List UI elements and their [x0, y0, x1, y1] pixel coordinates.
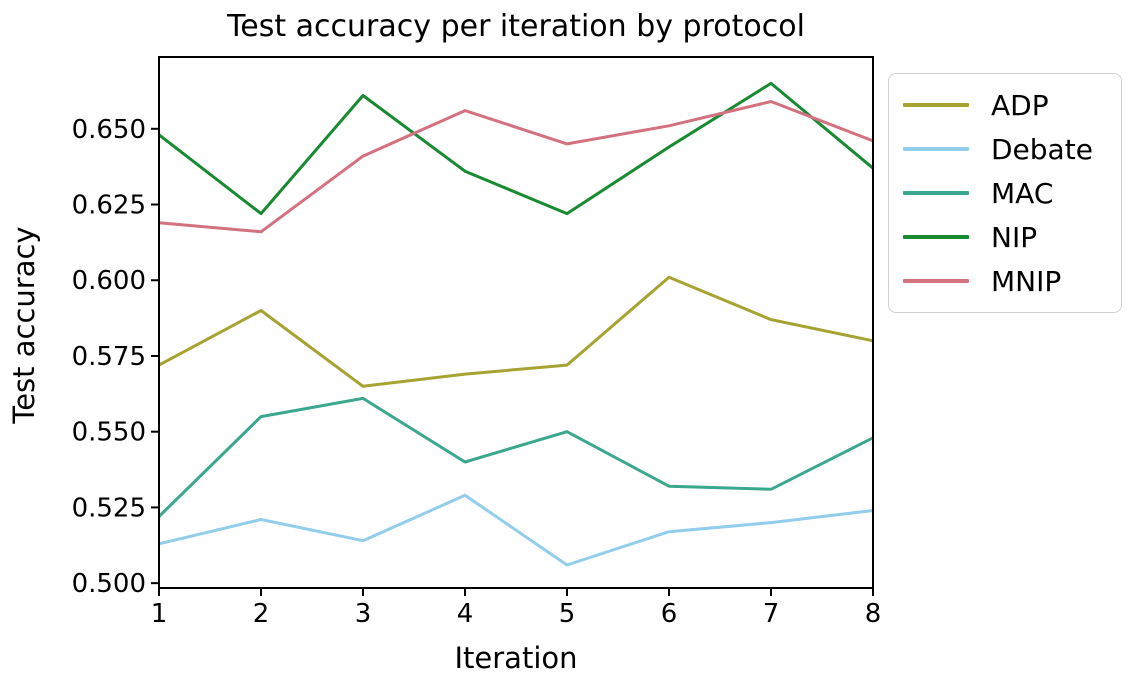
legend: ADP Debate MAC NIP MNIP: [888, 73, 1122, 313]
legend-label: NIP: [991, 220, 1038, 254]
y-tick-label: 0.500: [72, 569, 146, 599]
x-tick-label: 2: [253, 599, 270, 629]
x-tick-label: 4: [457, 599, 474, 629]
y-tick-label: 0.525: [72, 493, 146, 523]
y-tick-label: 0.625: [72, 191, 146, 221]
series-line-MAC: [157, 396, 874, 518]
legend-swatch-Debate: [903, 147, 969, 151]
legend-item-NIP: NIP: [903, 215, 1107, 259]
legend-item-MNIP: MNIP: [903, 259, 1107, 303]
x-tick-label: 3: [355, 599, 372, 629]
legend-label: MNIP: [991, 264, 1062, 298]
y-tick-label: 0.600: [72, 266, 146, 296]
y-tick-label: 0.575: [72, 342, 146, 372]
y-tick-label: 0.650: [72, 115, 146, 145]
x-axis-label: Iteration: [454, 641, 578, 675]
legend-swatch-ADP: [903, 103, 969, 107]
legend-item-Debate: Debate: [903, 127, 1107, 171]
x-tick-label: 5: [559, 599, 576, 629]
legend-swatch-MAC: [903, 191, 969, 195]
legend-swatch-NIP: [903, 235, 969, 239]
x-tick-label: 7: [763, 599, 780, 629]
series-line-ADP: [158, 275, 874, 388]
x-tick-label: 1: [151, 599, 168, 629]
series-line-MNIP: [158, 100, 874, 234]
legend-label: ADP: [991, 88, 1049, 122]
series-line-Debate: [158, 493, 874, 567]
legend-item-MAC: MAC: [903, 171, 1107, 215]
x-tick-label: 6: [661, 599, 678, 629]
legend-item-ADP: ADP: [903, 83, 1107, 127]
x-tick-label: 8: [865, 599, 882, 629]
legend-label: Debate: [991, 132, 1093, 166]
chart-title: Test accuracy per iteration by protocol: [227, 9, 805, 44]
plot-border: [158, 56, 874, 589]
series-line-NIP: [158, 81, 874, 216]
y-tick-label: 0.550: [72, 418, 146, 448]
legend-swatch-MNIP: [903, 279, 969, 283]
legend-label: MAC: [991, 176, 1054, 210]
